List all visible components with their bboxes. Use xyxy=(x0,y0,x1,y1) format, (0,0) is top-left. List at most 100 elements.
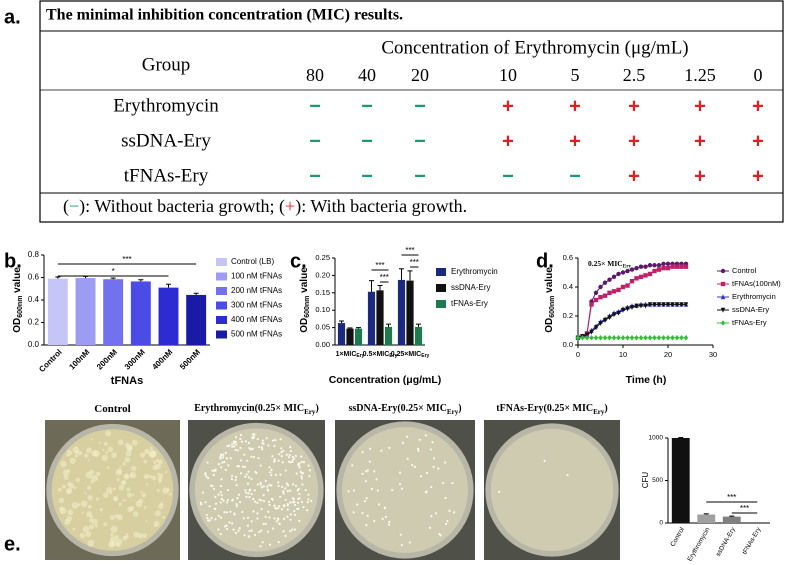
colony xyxy=(231,445,234,448)
marker xyxy=(683,264,689,269)
marker xyxy=(643,264,648,269)
bacterial-lawn xyxy=(110,525,118,533)
bacterial-lawn xyxy=(72,527,76,531)
bacterial-lawn xyxy=(81,511,84,514)
bacterial-lawn xyxy=(91,518,98,525)
colony xyxy=(368,460,371,463)
colony xyxy=(300,477,304,480)
bar xyxy=(406,280,414,345)
bacterial-lawn xyxy=(144,448,150,455)
colony xyxy=(243,453,246,456)
legend-part: − xyxy=(69,196,79,216)
bar xyxy=(158,287,179,345)
colony xyxy=(270,497,274,501)
marker xyxy=(643,273,648,278)
colony xyxy=(243,465,247,469)
bar xyxy=(697,514,716,523)
colony xyxy=(293,503,297,506)
colony xyxy=(431,441,434,444)
colony xyxy=(248,489,251,492)
photo-title-rest: ) xyxy=(604,403,607,414)
marker xyxy=(652,335,657,341)
colony xyxy=(230,474,234,477)
bacterial-lawn xyxy=(69,457,76,464)
marker xyxy=(638,274,644,280)
colony xyxy=(347,490,350,493)
concentration: 10 xyxy=(499,65,517,85)
bar xyxy=(414,326,423,345)
photo-title-main: ssDNA-Ery(0.25× MIC xyxy=(348,403,446,414)
plate-agar xyxy=(194,428,319,552)
bar xyxy=(47,278,68,345)
colony xyxy=(273,444,276,448)
bacterial-lawn xyxy=(102,492,109,498)
colony xyxy=(364,480,368,483)
bar xyxy=(75,278,96,345)
colony xyxy=(205,513,208,517)
colony xyxy=(305,509,309,512)
marker xyxy=(634,335,639,341)
marker xyxy=(656,335,662,341)
bacterial-lawn xyxy=(126,444,134,451)
colony xyxy=(261,541,264,544)
legend-label: Erythromycin xyxy=(732,292,776,301)
bacterial-lawn xyxy=(90,515,94,519)
bacterial-lawn xyxy=(148,451,156,459)
bacterial-lawn xyxy=(162,487,169,494)
colony xyxy=(260,446,264,449)
colony xyxy=(284,487,287,490)
colony xyxy=(270,468,273,472)
colony xyxy=(365,497,368,500)
bacterial-lawn xyxy=(122,499,125,502)
bacterial-lawn xyxy=(98,473,101,476)
legend-swatch xyxy=(436,300,446,308)
marker xyxy=(683,302,689,308)
x-tick-label: 200nM xyxy=(95,347,119,371)
bacterial-lawn xyxy=(67,509,74,516)
bacterial-lawn xyxy=(80,500,88,508)
bacterial-lawn xyxy=(98,442,101,445)
colony xyxy=(226,498,230,502)
category: 0.25×MIC xyxy=(391,351,422,358)
legend-label: ssDNA-Ery xyxy=(732,305,769,314)
colony xyxy=(437,467,440,470)
marker xyxy=(602,280,608,285)
bacterial-lawn xyxy=(153,460,157,464)
colony xyxy=(271,439,275,442)
colony xyxy=(246,516,250,519)
bacterial-lawn xyxy=(87,539,95,547)
result: + xyxy=(569,95,581,117)
legend-swatch xyxy=(216,272,227,281)
legend-swatch xyxy=(216,258,227,266)
bacterial-lawn xyxy=(110,492,113,495)
colony xyxy=(391,488,394,492)
colony xyxy=(387,523,391,526)
colony xyxy=(373,470,376,473)
colony xyxy=(269,471,272,474)
colony xyxy=(262,442,265,445)
bacterial-lawn xyxy=(105,430,112,437)
colony xyxy=(260,486,264,489)
y-tick-label: 0.0 xyxy=(563,340,573,349)
photo-title: ssDNA-Ery(0.25× MICEry) xyxy=(348,403,461,415)
photo-title-sub: Ery xyxy=(304,408,316,416)
marker xyxy=(670,264,675,269)
colony xyxy=(253,533,257,537)
colony xyxy=(253,500,257,503)
colony xyxy=(291,458,294,462)
bacterial-lawn xyxy=(145,519,148,522)
marker xyxy=(620,270,626,275)
bacterial-lawn xyxy=(111,452,117,458)
marker xyxy=(638,335,644,341)
marker xyxy=(629,279,635,284)
colony xyxy=(237,493,241,496)
colony xyxy=(200,503,203,506)
colony xyxy=(246,524,250,527)
colony xyxy=(249,448,252,451)
colony xyxy=(286,515,289,518)
colony xyxy=(384,515,387,519)
marker xyxy=(598,294,603,300)
bacterial-lawn xyxy=(75,477,81,483)
colony xyxy=(419,475,423,478)
colony xyxy=(300,460,303,464)
